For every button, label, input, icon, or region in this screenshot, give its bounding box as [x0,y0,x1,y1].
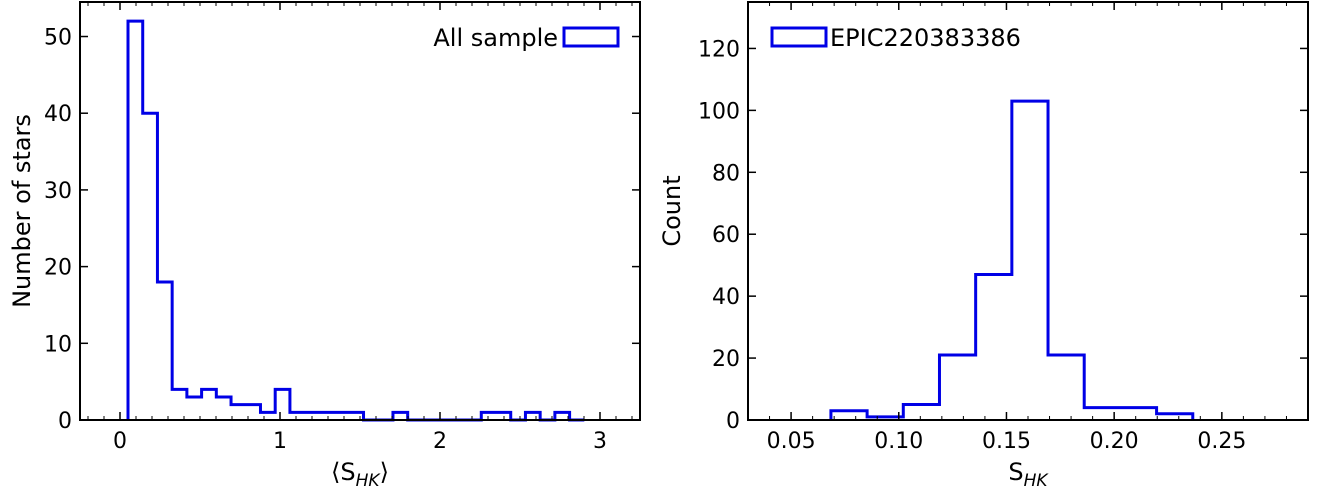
y-tick-label: 40 [712,285,740,310]
y-tick-label: 80 [712,161,740,186]
plot-frame [747,1,1309,421]
x-tick-label: 0 [113,429,127,454]
legend-swatch [562,26,620,48]
y-tick-label: 0 [58,409,72,434]
epic-histogram [829,99,1195,420]
y-tick-label: 10 [44,332,72,357]
x-ticks: 0.05 0.10 0.15 0.20 0.25 [747,2,1309,454]
y-tick-label: 20 [712,347,740,372]
x-tick-label: 3 [593,429,607,454]
y-tick-label: 30 [44,179,72,204]
y-tick-label: 100 [698,99,740,124]
y-tick-label: 0 [726,409,740,434]
panel-all-sample: 0 1 2 3 0 10 20 30 40 50 All sample ⟨SHK⟩ Number… [8,1,641,488]
y-tick-label: 20 [44,256,72,281]
y-tick-label: 120 [698,37,740,62]
y-tick-label: 50 [44,26,72,51]
x-axis-label: ⟨SHK⟩ [331,458,389,488]
x-tick-label: 0.10 [874,429,923,454]
y-ticks: 0 20 40 60 80 100 120 [698,37,1308,434]
x-tick-label: 2 [433,429,447,454]
x-axis-label: SHK [1008,458,1049,488]
legend: All sample [433,24,620,52]
legend-label: EPIC220383386 [830,24,1021,52]
x-tick-label: 0.05 [767,429,816,454]
y-axis-label: Count [658,175,686,246]
x-tick-label: 1 [273,429,287,454]
y-tick-label: 40 [44,102,72,127]
legend-swatch [770,26,828,48]
y-tick-label: 60 [712,223,740,248]
y-axis-label: Number of stars [8,114,36,308]
panel-epic: 0.05 0.10 0.15 0.20 0.25 0 20 40 60 80 100 120 EPI… [658,1,1309,488]
x-tick-label: 0.20 [1090,429,1139,454]
x-tick-label: 0.15 [982,429,1031,454]
legend-label: All sample [433,24,558,52]
plot-frame [79,1,641,421]
all-sample-histogram [126,19,585,422]
y-ticks: 0 10 20 30 40 50 [44,26,640,434]
x-ticks: 0 1 2 3 [87,2,633,454]
legend: EPIC220383386 [770,24,1021,52]
x-tick-label: 0.25 [1197,429,1246,454]
